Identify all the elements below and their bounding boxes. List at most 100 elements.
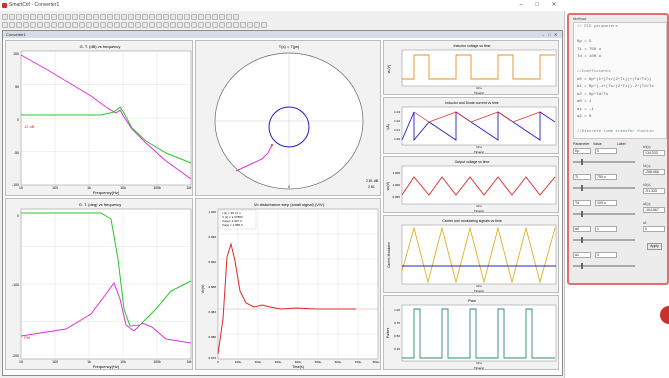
toolbar-tool-icon[interactable] (156, 22, 162, 28)
toolbar-tool-icon[interactable] (156, 14, 162, 20)
param-slider[interactable] (573, 211, 635, 217)
bode-magnitude-panel[interactable]: G. T. (dB) vs frequency 12 dB Frequency(… (5, 40, 193, 196)
param-name-select[interactable]: a0 (573, 226, 591, 232)
toolbar-tool-icon[interactable] (86, 22, 92, 28)
slider-knob[interactable] (581, 159, 583, 165)
toolbar-tool-icon[interactable] (44, 14, 50, 20)
param-slider[interactable] (573, 237, 635, 243)
param-slider[interactable] (573, 263, 635, 269)
param-name-select[interactable]: Kp (573, 148, 591, 154)
toolbar-tool-icon[interactable] (30, 14, 36, 20)
toolbar-tool-icon[interactable] (184, 14, 190, 20)
toolbar-tool-icon[interactable] (30, 22, 36, 28)
toolbar-tool-icon[interactable] (121, 14, 127, 20)
apply-button[interactable]: Apply (647, 243, 662, 250)
mdi-maximize-button[interactable]: □ (548, 32, 551, 37)
toolbar-tool-icon[interactable] (9, 22, 15, 28)
toolbar-tool-icon[interactable] (233, 14, 239, 20)
coefficient-value[interactable]: -104.667 (643, 207, 665, 213)
toolbar-tool-icon[interactable] (114, 14, 120, 20)
code-editor[interactable]: // PID parameters Kp = 5 Ti = 750 u Td = 10… (573, 22, 667, 139)
toolbar-tool-icon[interactable] (79, 22, 85, 28)
inductor-voltage-panel[interactable]: Inductor voltage vs time vL(V) 10 u Time… (383, 40, 559, 95)
toolbar-tool-icon[interactable] (16, 22, 22, 28)
slider-knob[interactable] (581, 237, 583, 243)
toolbar-tool-icon[interactable] (170, 14, 176, 20)
toolbar-tool-icon[interactable] (72, 22, 78, 28)
toolbar-tool-icon[interactable] (37, 14, 43, 20)
toolbar-tool-icon[interactable] (149, 14, 155, 20)
slider-knob[interactable] (581, 263, 583, 269)
toolbar-tool-icon[interactable] (247, 22, 253, 28)
minimize-button[interactable]: – (519, 2, 523, 8)
param-name-select[interactable]: Ti (573, 174, 591, 180)
param-value-input[interactable]: 750 u (595, 174, 617, 180)
toolbar-tool-icon[interactable] (205, 22, 211, 28)
record-button[interactable] (660, 306, 669, 324)
toolbar-tool-icon[interactable] (107, 22, 113, 28)
nyquist-panel[interactable]: T(s) = T(jw) 2.81 dB 2.81 0 (195, 40, 381, 196)
bode-phase-panel[interactable]: G. T. (deg) vs frequency PM 0 -100 -200 … (5, 198, 193, 370)
param-name-select[interactable]: a1 (573, 252, 591, 258)
toolbar-tool-icon[interactable] (205, 14, 211, 20)
toolbar-tool-icon[interactable] (44, 22, 50, 28)
toolbar-tool-icon[interactable] (163, 14, 169, 20)
toolbar-tool-icon[interactable] (149, 22, 155, 28)
toolbar-tool-icon[interactable] (219, 14, 225, 20)
coefficient-value[interactable]: -91.333 (643, 188, 665, 194)
toolbar-tool-icon[interactable] (100, 14, 106, 20)
toolbar-tool-icon[interactable] (86, 14, 92, 20)
toolbar-tool-icon[interactable] (212, 22, 218, 28)
toolbar-tool-icon[interactable] (177, 22, 183, 28)
pwm-panel[interactable]: Pwm 1.00 0.75 0.50 0.25 Pulses 10 u Time… (383, 295, 559, 370)
toolbar-tool-icon[interactable] (226, 22, 232, 28)
toolbar-tool-icon[interactable] (198, 14, 204, 20)
toolbar-tool-icon[interactable] (184, 22, 190, 28)
coefficient-value[interactable]: 0 (643, 226, 665, 232)
param-value-input[interactable]: 5 (595, 148, 617, 154)
toolbar-tool-icon[interactable] (37, 22, 43, 28)
toolbar-tool-icon[interactable] (261, 22, 267, 28)
toolbar-tool-icon[interactable] (79, 14, 85, 20)
toolbar-tool-icon[interactable] (142, 14, 148, 20)
toolbar-tool-icon[interactable] (128, 22, 134, 28)
diode-current-panel[interactable]: Inductor and Diode current vs time 1.03 … (383, 97, 559, 154)
toolbar-tool-icon[interactable] (177, 14, 183, 20)
toolbar-tool-icon[interactable] (121, 22, 127, 28)
maximize-button[interactable]: □ (535, 2, 539, 8)
toolbar-tool-icon[interactable] (191, 14, 197, 20)
coefficient-value[interactable]: -268.666 (643, 169, 665, 175)
close-button[interactable]: ✕ (551, 2, 557, 8)
toolbar-tool-icon[interactable] (128, 14, 134, 20)
toolbar-tool-icon[interactable] (142, 22, 148, 28)
carrier-panel[interactable]: Carrier and modulating signals vs time C… (383, 215, 559, 293)
coefficient-value[interactable]: 134.333 (643, 150, 665, 156)
toolbar-tool-icon[interactable] (170, 22, 176, 28)
toolbar-tool-icon[interactable] (2, 22, 8, 28)
toolbar-tool-icon[interactable] (58, 22, 64, 28)
toolbar-tool-icon[interactable] (114, 22, 120, 28)
toolbar-tool-icon[interactable] (212, 14, 218, 20)
toolbar-tool-icon[interactable] (226, 14, 232, 20)
toolbar-tool-icon[interactable] (233, 22, 239, 28)
mdi-minimize-button[interactable]: – (542, 32, 545, 37)
param-value-input[interactable]: 100 u (595, 200, 617, 206)
toolbar-tool-icon[interactable] (9, 14, 15, 20)
toolbar-tool-icon[interactable] (16, 14, 22, 20)
mdi-close-button[interactable]: ✕ (554, 32, 558, 37)
toolbar-tool-icon[interactable] (23, 22, 29, 28)
step-response-panel[interactable]: Vo disturbance step (small signal) (V/V)… (195, 198, 381, 370)
toolbar-tool-icon[interactable] (51, 14, 57, 20)
toolbar-tool-icon[interactable] (93, 22, 99, 28)
toolbar-tool-icon[interactable] (65, 22, 71, 28)
toolbar-tool-icon[interactable] (72, 14, 78, 20)
toolbar-tool-icon[interactable] (254, 22, 260, 28)
toolbar-tool-icon[interactable] (219, 22, 225, 28)
toolbar-tool-icon[interactable] (163, 22, 169, 28)
toolbar-tool-icon[interactable] (23, 14, 29, 20)
toolbar-tool-icon[interactable] (107, 14, 113, 20)
toolbar-tool-icon[interactable] (198, 22, 204, 28)
toolbar-tool-icon[interactable] (240, 22, 246, 28)
param-slider[interactable] (573, 185, 635, 191)
param-value-input[interactable]: 1 (595, 226, 617, 232)
